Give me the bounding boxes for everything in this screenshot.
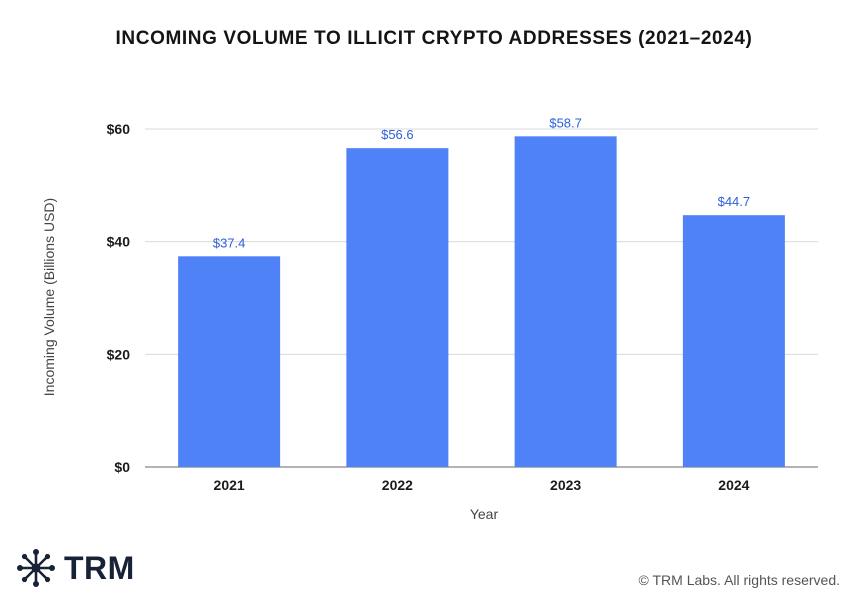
bar-value-label: $56.6: [381, 127, 414, 142]
x-tick-label: 2023: [550, 477, 581, 493]
bar-2021: [178, 256, 281, 467]
x-tick-label: 2024: [718, 477, 749, 493]
chart-title: INCOMING VOLUME TO ILLICIT CRYPTO ADDRES…: [115, 28, 753, 49]
bar-value-label: $37.4: [213, 235, 246, 250]
x-axis-label: Year: [470, 506, 499, 522]
copyright-notice: © TRM Labs. All rights reserved.: [638, 572, 840, 588]
y-axis-label: Incoming Volume (Billions USD): [41, 198, 57, 396]
network-nodes-icon: [17, 549, 55, 587]
bar-2024: [682, 215, 785, 467]
bar-2022: [346, 148, 449, 468]
logo-text: TRM: [64, 549, 135, 586]
bar-chart: $0 $20 $40 $60 $37.4 2021 $56.6 2022 $58.7 2023 $4…: [41, 115, 818, 522]
trm-logo: TRM: [16, 548, 135, 588]
y-tick-label: $40: [107, 234, 131, 250]
x-tick-label: 2022: [382, 477, 413, 493]
y-tick-label: $0: [114, 459, 130, 475]
x-tick-label: 2021: [214, 477, 245, 493]
bar-2023: [514, 136, 617, 467]
bar-value-label: $58.7: [549, 115, 582, 130]
y-tick-label: $20: [107, 346, 131, 362]
bar-value-label: $44.7: [718, 194, 751, 209]
y-tick-label: $60: [107, 121, 131, 137]
